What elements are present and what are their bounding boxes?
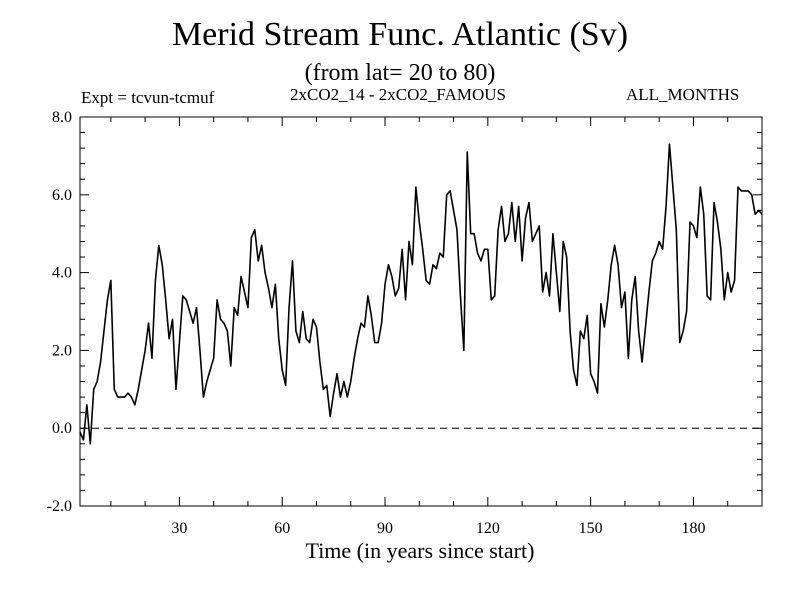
x-tick-label: 60 xyxy=(274,520,290,537)
x-tick-label: 30 xyxy=(171,520,187,537)
x-tick-label: 180 xyxy=(681,520,705,537)
chart-subtitle: (from lat= 20 to 80) xyxy=(304,60,496,86)
y-tick-label: 8.0 xyxy=(52,109,72,126)
x-tick-label: 150 xyxy=(579,520,603,537)
chart-title: Merid Stream Func. Atlantic (Sv) xyxy=(171,16,629,53)
x-tick-label: 120 xyxy=(476,520,500,537)
series-line xyxy=(79,143,763,445)
y-tick-label: 4.0 xyxy=(52,265,72,282)
y-tick-label: 0.0 xyxy=(52,420,72,437)
y-tick-label: 6.0 xyxy=(52,187,72,204)
axis-tick-labels: 30 60 90 120 150 180 -2.0 0.0 2.0 4.0 6.0 8.0 xyxy=(47,109,706,537)
y-tick-label: 2.0 xyxy=(52,342,72,359)
experiment-label: Expt = tcvun-tcmuf xyxy=(81,88,215,107)
difference-label: 2xCO2_14 - 2xCO2_FAMOUS xyxy=(290,85,506,104)
plot-frame xyxy=(79,116,763,507)
y-tick-label: -2.0 xyxy=(47,498,72,515)
x-axis-label: Time (in years since start) xyxy=(305,538,535,563)
x-tick-label: 90 xyxy=(377,520,393,537)
months-label: ALL_MONTHS xyxy=(626,85,740,104)
